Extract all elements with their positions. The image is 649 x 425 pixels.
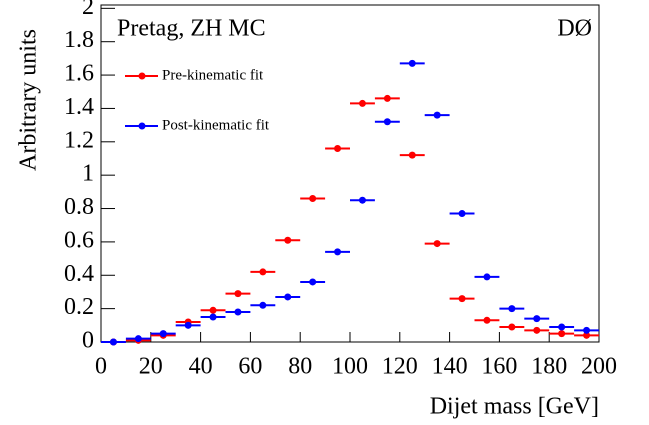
point (458, 295, 466, 303)
point (234, 308, 242, 316)
point (284, 293, 292, 301)
x-tick-label: 80 (288, 354, 312, 380)
x-tick-label: 100 (332, 354, 368, 380)
y-tick-label: 0.4 (64, 261, 94, 287)
point (334, 144, 342, 152)
point (259, 301, 267, 309)
point (184, 321, 192, 329)
x-axis-label: Dijet mass [GeV] (430, 394, 599, 420)
point (483, 273, 491, 281)
point (334, 248, 342, 256)
point (483, 316, 491, 324)
point (508, 305, 516, 313)
point (383, 118, 391, 126)
point (508, 323, 516, 331)
point (234, 290, 242, 298)
x-tick-label: 0 (95, 354, 107, 380)
legend-marker (138, 122, 146, 130)
point (284, 236, 292, 244)
y-tick-label: 1.6 (64, 61, 94, 87)
point (358, 196, 366, 204)
x-tick-label: 40 (189, 354, 213, 380)
legend-label: Post-kinematic fit (162, 117, 270, 133)
x-tick-label: 160 (481, 354, 517, 380)
x-tick-label: 200 (581, 354, 617, 380)
x-tick-label: 140 (432, 354, 468, 380)
annotation: DØ (557, 16, 592, 42)
y-tick-label: 0.6 (64, 227, 94, 253)
y-axis-label: Arbitrary units (16, 29, 42, 171)
point (533, 315, 541, 323)
x-tick-label: 20 (139, 354, 163, 380)
point (583, 331, 591, 339)
point (383, 94, 391, 102)
point (209, 313, 217, 321)
point (309, 278, 317, 286)
plot-frame (100, 4, 600, 343)
point (558, 330, 566, 338)
y-tick-label: 0 (82, 328, 94, 354)
point (433, 240, 441, 248)
point (408, 151, 416, 159)
point (209, 306, 217, 314)
x-tick-label: 60 (238, 354, 262, 380)
point (109, 338, 117, 346)
chart-title: Pretag, ZH MC (117, 16, 266, 42)
legend-marker (138, 72, 146, 80)
legend-label: Pre-kinematic fit (162, 67, 264, 83)
x-tick-label: 180 (531, 354, 567, 380)
y-tick-label: 2 (82, 0, 94, 20)
point (259, 268, 267, 276)
point (159, 330, 167, 338)
point (558, 323, 566, 331)
y-tick-label: 0.8 (64, 194, 94, 220)
y-tick-label: 1 (82, 161, 94, 187)
x-tick-label: 120 (382, 354, 418, 380)
point (583, 326, 591, 334)
y-tick-label: 1.8 (64, 27, 94, 53)
point (309, 195, 317, 203)
y-tick-label: 1.2 (64, 127, 94, 153)
y-tick-label: 1.4 (64, 94, 94, 120)
y-tick-label: 0.2 (64, 294, 94, 320)
point (408, 59, 416, 67)
point (134, 335, 142, 343)
point (358, 99, 366, 107)
point (458, 210, 466, 218)
point (433, 111, 441, 119)
point (533, 326, 541, 334)
